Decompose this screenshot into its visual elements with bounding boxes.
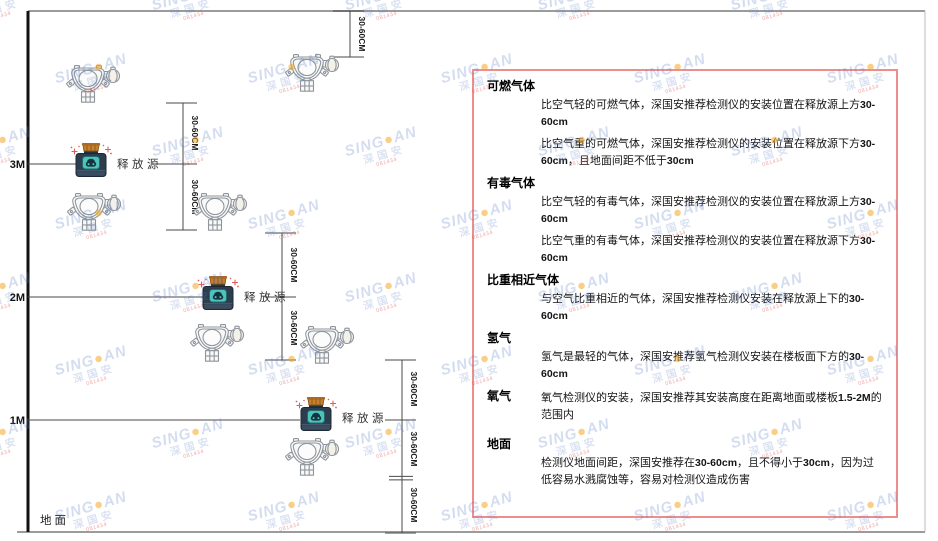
dimension-line: 30-60CM 30-60CM — [166, 102, 200, 231]
measurement-value: 30cm — [803, 457, 830, 469]
measurement-value: 30-60cm — [541, 99, 876, 128]
axis-label: 3M — [10, 159, 25, 171]
section-heading: 有毒气体 — [487, 176, 536, 190]
dimension-label: 30-60CM — [357, 17, 367, 52]
paragraph-text: ，且不得小于 — [737, 457, 804, 469]
dimension-label: 30-60CM — [190, 116, 200, 151]
section-heading: 氢气 — [487, 331, 512, 345]
section-paragraph: 比空气轻的有毒气体，深国安推荐检测仪的安装位置在释放源上方30-60cm — [541, 194, 884, 228]
paragraph-text: 的范围内 — [541, 392, 882, 421]
section-paragraph: 氢气是最轻的气体，深国安推荐氢气检测仪安装在楼板面下方的30-60cm — [541, 349, 884, 383]
release-source-icon — [197, 276, 240, 311]
panel-section: 比重相近气体与空气比重相近的气体，深国安推荐检测仪安装在释放源上下的30-60c… — [487, 272, 884, 325]
dimension-label: 30-60CM — [409, 488, 419, 523]
release-source-label: 释放源 — [244, 290, 289, 304]
dimension-label: 30-60CM — [289, 311, 299, 346]
paragraph-text: 检测仪地面间距，深国安推荐在 — [541, 457, 695, 469]
dimension-line: 30-60CM 30-60CM 30-60CM — [385, 359, 419, 534]
measurement-value: 30-60cm — [541, 235, 876, 264]
section-paragraph: 比空气重的可燃气体，深国安推荐检测仪的安装位置在释放源下方30-60cm，且地面… — [541, 136, 884, 170]
paragraph-text: ，因为过低容易水溅腐蚀等，容易对检测仪造成伤害 — [541, 457, 874, 486]
section-paragraph: 检测仪地面间距，深国安推荐在30-60cm，且不得小于30cm，因为过低容易水溅… — [541, 455, 884, 489]
dimension-label: 30-60CM — [409, 372, 419, 407]
gas-detector-icon — [300, 325, 355, 364]
dimension-label: 30-60CM — [190, 180, 200, 215]
release-source-icon — [295, 397, 338, 432]
gas-detector-icon — [66, 64, 121, 103]
section-heading: 可燃气体 — [487, 79, 536, 93]
measurement-value: 30-60cm — [541, 138, 876, 167]
measurement-value: 1.5-2M — [838, 392, 871, 404]
section-heading: 比重相近气体 — [487, 273, 560, 287]
paragraph-text: 氧气检测仪的安装，深国安推荐其安装高度在距离地面或楼板 — [541, 392, 838, 404]
paragraph-text: 氢气是最轻的气体，深国安推荐氢气检测仪安装在楼板面下方的 — [541, 351, 849, 363]
section-paragraph: 比空气重的有毒气体，深国安推荐检测仪的安装位置在释放源下方30-60cm — [541, 233, 884, 267]
info-panel: 可燃气体 比空气轻的可燃气体，深国安推荐检测仪的安装位置在释放源上方30-60cm… — [472, 69, 898, 518]
release-source-icon — [69, 143, 113, 178]
panel-section: 氧气 氧气检测仪的安装，深国安推荐其安装高度在距离地面或楼板1.5-2M的范围内 — [487, 388, 884, 424]
section-paragraph: 与空气比重相近的气体，深国安推荐检测仪安装在释放源上下的30-60cm — [541, 291, 884, 325]
gas-detector-icon — [190, 323, 245, 362]
panel-section: 有毒气体 比空气轻的有毒气体，深国安推荐检测仪的安装位置在释放源上方30-60cm… — [487, 175, 884, 267]
ground-label: 地面 — [40, 515, 69, 527]
axis-label: 2M — [10, 292, 25, 304]
release-source-label: 释放源 — [117, 157, 162, 171]
gas-detector-icon — [285, 437, 340, 476]
paragraph-text: 与空气比重相近的气体，深国安推荐检测仪安装在释放源上下的 — [541, 293, 849, 305]
dimension-label: 30-60CM — [409, 432, 419, 467]
paragraph-text: 比空气重的可燃气体，深国安推荐检测仪的安装位置在释放源下方 — [541, 138, 860, 150]
panel-section: 氢气氢气是最轻的气体，深国安推荐氢气检测仪安装在楼板面下方的30-60cm — [487, 330, 884, 383]
measurement-value: 30-60cm — [541, 351, 865, 380]
paragraph-text: 比空气轻的可燃气体，深国安推荐检测仪的安装位置在释放源上方 — [541, 99, 860, 111]
dimension-line: 30-60CM — [333, 10, 367, 58]
gas-detector-icon — [285, 53, 340, 92]
measurement-value: 30-60cm — [541, 196, 876, 225]
gas-detector-icon — [67, 192, 122, 231]
axis-label: 1M — [10, 415, 25, 427]
paragraph-text: ，且地面间距不低于 — [567, 155, 667, 167]
dimension-line: 30-60CM 30-60CM — [265, 232, 299, 361]
dimension-label: 30-60CM — [289, 248, 299, 283]
panel-section: 地面检测仪地面间距，深国安推荐在30-60cm，且不得小于30cm，因为过低容易… — [487, 436, 884, 489]
section-paragraph: 氧气检测仪的安装，深国安推荐其安装高度在距离地面或楼板1.5-2M的范围内 — [541, 390, 884, 424]
gas-detector-icon — [193, 192, 248, 231]
section-paragraph: 比空气轻的可燃气体，深国安推荐检测仪的安装位置在释放源上方30-60cm — [541, 97, 884, 131]
paragraph-text: 比空气重的有毒气体，深国安推荐检测仪的安装位置在释放源下方 — [541, 235, 860, 247]
measurement-value: 30-60cm — [695, 457, 738, 469]
paragraph-text: 比空气轻的有毒气体，深国安推荐检测仪的安装位置在释放源上方 — [541, 196, 860, 208]
section-heading: 地面 — [487, 437, 512, 451]
measurement-value: 30-60cm — [541, 293, 865, 322]
measurement-value: 30cm — [666, 155, 694, 167]
release-source-label: 释放源 — [342, 411, 387, 425]
section-heading: 氧气 — [487, 389, 512, 403]
panel-section: 可燃气体 比空气轻的可燃气体，深国安推荐检测仪的安装位置在释放源上方30-60cm… — [487, 78, 884, 170]
